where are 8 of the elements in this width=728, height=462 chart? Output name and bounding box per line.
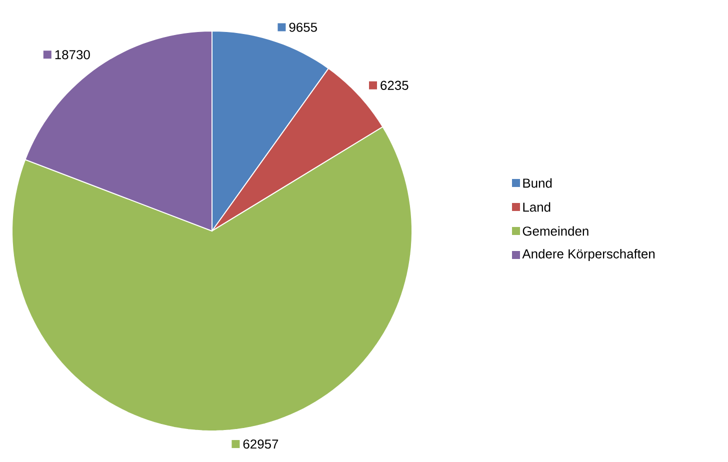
data-label: 6235 (380, 80, 408, 90)
data-label: 62957 (243, 439, 278, 449)
legend-label: Gemeinden (522, 226, 588, 236)
legend-label: Bund (523, 178, 552, 188)
legend-label: Andere Körperschaften (522, 248, 655, 262)
data-label: 18730 (55, 50, 90, 60)
data-label: 9655 (289, 22, 317, 32)
legend-label: Land (523, 202, 550, 212)
